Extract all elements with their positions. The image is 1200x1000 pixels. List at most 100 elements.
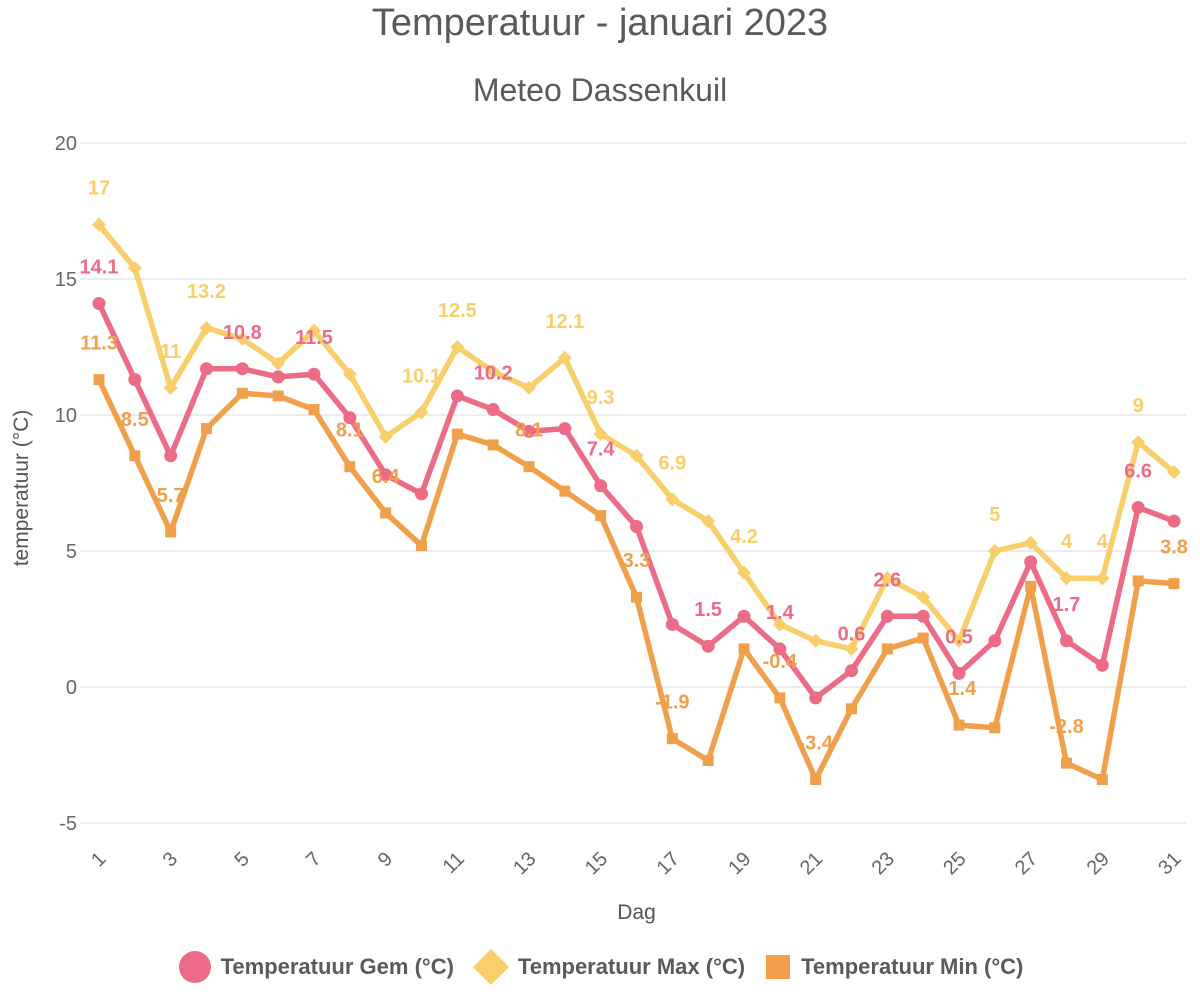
- data-point[interactable]: [774, 692, 786, 704]
- data-point[interactable]: [953, 719, 965, 731]
- data-point[interactable]: [880, 609, 894, 623]
- data-point[interactable]: [271, 370, 285, 384]
- data-point[interactable]: [665, 492, 680, 507]
- data-point[interactable]: [416, 540, 427, 552]
- data-point[interactable]: [379, 468, 393, 482]
- data-point[interactable]: [164, 449, 178, 463]
- data-point[interactable]: [989, 722, 1001, 734]
- data-point[interactable]: [1024, 555, 1038, 569]
- data-point[interactable]: [1167, 465, 1181, 480]
- data-point[interactable]: [1131, 500, 1145, 514]
- data-point[interactable]: [629, 448, 644, 463]
- data-point[interactable]: [522, 380, 536, 395]
- data-point[interactable]: [1131, 435, 1146, 450]
- data-point[interactable]: [844, 641, 859, 656]
- data-point[interactable]: [702, 754, 714, 766]
- data-point[interactable]: [380, 507, 392, 519]
- data-point[interactable]: [1096, 773, 1108, 785]
- data-point[interactable]: [272, 390, 284, 402]
- data-point[interactable]: [271, 356, 286, 371]
- data-point[interactable]: [163, 380, 178, 395]
- data-point[interactable]: [701, 639, 715, 653]
- data-point[interactable]: [1095, 571, 1110, 586]
- data-point[interactable]: [810, 773, 822, 785]
- data-point[interactable]: [773, 642, 787, 656]
- data-point[interactable]: [666, 733, 678, 745]
- data-point[interactable]: [378, 429, 393, 444]
- data-point[interactable]: [558, 422, 572, 436]
- data-point[interactable]: [343, 411, 357, 425]
- data-point[interactable]: [737, 565, 751, 580]
- data-point[interactable]: [127, 261, 142, 276]
- data-point[interactable]: [129, 450, 141, 462]
- data-point[interactable]: [1167, 514, 1181, 528]
- data-point[interactable]: [809, 691, 823, 705]
- data-point[interactable]: [1168, 578, 1180, 590]
- data-point[interactable]: [737, 609, 751, 623]
- data-point[interactable]: [916, 609, 930, 623]
- data-point[interactable]: [523, 461, 535, 473]
- data-point[interactable]: [1060, 634, 1073, 648]
- data-point[interactable]: [522, 424, 536, 438]
- data-point[interactable]: [808, 633, 823, 648]
- data-point[interactable]: [665, 617, 679, 631]
- legend-item-gem[interactable]: Temperatuur Gem (°C): [177, 949, 454, 985]
- data-point[interactable]: [451, 428, 463, 440]
- data-point[interactable]: [199, 320, 214, 335]
- data-point[interactable]: [165, 526, 177, 538]
- data-point[interactable]: [450, 389, 464, 403]
- data-point[interactable]: [1061, 757, 1072, 769]
- legend-item-min[interactable]: Temperatuur Min (°C): [763, 952, 1023, 982]
- data-point[interactable]: [987, 544, 1002, 558]
- data-point[interactable]: [201, 423, 212, 435]
- data-point[interactable]: [630, 520, 643, 534]
- data-point[interactable]: [486, 364, 501, 379]
- data-point[interactable]: [1025, 580, 1037, 592]
- data-point[interactable]: [415, 487, 428, 501]
- x-tick-label: 17: [653, 848, 684, 879]
- data-point[interactable]: [631, 591, 642, 603]
- data-point[interactable]: [594, 479, 608, 493]
- x-tick-label: 15: [581, 848, 612, 879]
- data-point[interactable]: [342, 367, 357, 382]
- data-point[interactable]: [235, 331, 250, 346]
- data-point[interactable]: [307, 323, 321, 338]
- data-point[interactable]: [92, 296, 106, 310]
- data-point[interactable]: [1132, 575, 1144, 587]
- data-point[interactable]: [845, 664, 858, 678]
- data-point[interactable]: [344, 461, 356, 473]
- data-point[interactable]: [308, 404, 320, 416]
- data-point[interactable]: [988, 634, 1002, 648]
- data-point[interactable]: [236, 387, 248, 399]
- data-point[interactable]: [1059, 571, 1074, 586]
- data-point[interactable]: [880, 571, 895, 586]
- data-point[interactable]: [450, 340, 465, 354]
- data-point[interactable]: [952, 666, 966, 680]
- data-point[interactable]: [846, 703, 857, 715]
- data-point[interactable]: [952, 633, 966, 648]
- data-point[interactable]: [772, 617, 787, 632]
- data-point[interactable]: [916, 590, 931, 605]
- legend-item-max[interactable]: Temperatuur Max (°C): [472, 948, 745, 986]
- data-point[interactable]: [1023, 535, 1038, 550]
- data-point[interactable]: [738, 643, 750, 655]
- data-point[interactable]: [595, 510, 607, 522]
- data-point[interactable]: [307, 367, 321, 381]
- data-point[interactable]: [235, 362, 249, 376]
- data-point[interactable]: [414, 405, 429, 420]
- data-point[interactable]: [881, 643, 893, 655]
- data-point[interactable]: [559, 485, 571, 497]
- data-label: 4: [1061, 531, 1073, 553]
- data-point[interactable]: [1095, 658, 1109, 672]
- data-point[interactable]: [557, 350, 572, 365]
- data-point[interactable]: [593, 427, 608, 442]
- x-tick-label: 1: [87, 848, 110, 871]
- data-point[interactable]: [486, 403, 500, 417]
- data-point[interactable]: [701, 514, 716, 529]
- data-point[interactable]: [92, 217, 106, 232]
- data-point[interactable]: [917, 632, 929, 644]
- data-point[interactable]: [200, 362, 213, 376]
- data-point[interactable]: [93, 374, 105, 386]
- data-point[interactable]: [487, 439, 499, 451]
- data-point[interactable]: [128, 373, 142, 387]
